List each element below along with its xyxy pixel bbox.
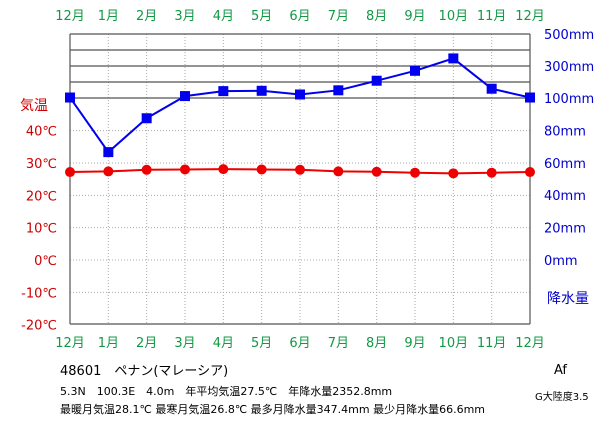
temperature-tick-labels: 40℃ 30℃ 20℃ 10℃ 0℃ -10℃ -20℃ xyxy=(21,125,57,334)
precipitation-tick-label: 60mm xyxy=(544,157,586,172)
precipitation-point xyxy=(410,65,420,76)
temperature-point xyxy=(371,166,382,177)
precipitation-point xyxy=(448,53,459,64)
climate-class: Af xyxy=(554,363,568,378)
month-label: 4月 xyxy=(213,9,234,24)
temperature-tick-label: -20℃ xyxy=(21,319,57,334)
month-label: 7月 xyxy=(328,336,349,351)
temperature-point xyxy=(448,168,459,179)
temperature-point xyxy=(103,166,114,177)
month-label: 8月 xyxy=(366,336,387,351)
temperature-axis-title: 気温 xyxy=(20,98,48,114)
month-label: 6月 xyxy=(289,9,310,24)
month-label: 2月 xyxy=(136,9,157,24)
precipitation-point xyxy=(256,85,267,96)
precipitation-point xyxy=(333,85,344,96)
precipitation-tick-label: 500mm xyxy=(544,28,594,43)
precipitation-point xyxy=(525,92,535,103)
temperature-tick-label: 10℃ xyxy=(26,222,57,237)
month-label: 9月 xyxy=(404,9,425,24)
precipitation-tick-label: 20mm xyxy=(544,222,586,237)
month-label: 5月 xyxy=(251,336,272,351)
continentality-index: G大陸度3.5 xyxy=(535,392,589,403)
precipitation-point xyxy=(141,113,152,124)
month-label: 1月 xyxy=(98,336,119,351)
temperature-point xyxy=(256,164,267,175)
precipitation-series xyxy=(65,53,535,158)
precipitation-point xyxy=(180,91,190,102)
month-label: 12月 xyxy=(55,336,85,351)
precipitation-tick-label: 100mm xyxy=(544,92,594,107)
station-extremes: 最暖月気温28.1℃ 最寒月気温26.8℃ 最多月降水量347.4mm 最少月降… xyxy=(60,403,486,416)
temperature-tick-label: 20℃ xyxy=(26,189,57,204)
precipitation-point xyxy=(218,86,229,97)
precipitation-point xyxy=(371,75,382,86)
precipitation-tick-label: 80mm xyxy=(544,124,586,139)
month-label: 3月 xyxy=(174,9,195,24)
precipitation-tick-label: 40mm xyxy=(544,189,586,204)
month-label: 3月 xyxy=(174,336,195,351)
temperature-point xyxy=(333,166,344,177)
precipitation-point xyxy=(295,89,305,100)
month-label: 2月 xyxy=(136,336,157,351)
month-labels-top: 12月 1月 2月 3月 4月 5月 6月 7月 8月 9月 10月 11月 12月 xyxy=(55,9,545,24)
temperature-tick-label: -10℃ xyxy=(21,286,57,301)
temperature-point xyxy=(295,164,305,175)
month-label: 11月 xyxy=(477,9,507,24)
month-label: 12月 xyxy=(515,9,545,24)
temperature-point xyxy=(410,167,420,178)
month-label: 11月 xyxy=(477,336,507,351)
month-label: 10月 xyxy=(439,9,469,24)
month-label: 7月 xyxy=(328,9,349,24)
temperature-tick-label: 30℃ xyxy=(26,157,57,172)
temperature-tick-label: 0℃ xyxy=(34,254,57,269)
month-label: 12月 xyxy=(515,336,545,351)
month-label: 1月 xyxy=(98,9,119,24)
month-label: 9月 xyxy=(404,336,425,351)
month-labels-bottom: 12月 1月 2月 3月 4月 5月 6月 7月 8月 9月 10月 11月 12月 xyxy=(55,336,545,351)
month-label: 12月 xyxy=(55,9,85,24)
month-label: 6月 xyxy=(289,336,310,351)
temperature-point xyxy=(486,167,497,178)
month-label: 4月 xyxy=(213,336,234,351)
precipitation-point xyxy=(65,92,75,103)
grid xyxy=(70,33,530,324)
temperature-point xyxy=(65,167,75,178)
temperature-point xyxy=(180,164,190,175)
temperature-point xyxy=(525,167,535,178)
precipitation-line xyxy=(69,57,531,154)
temperature-point xyxy=(218,164,229,175)
temperature-point xyxy=(141,164,152,175)
precipitation-point xyxy=(103,147,114,158)
station-name: 48601 ペナン(マレーシア) xyxy=(60,364,229,379)
precipitation-axis-title: 降水量 xyxy=(547,291,589,307)
precipitation-tick-labels: 500mm 300mm 100mm 80mm 60mm 40mm 20mm 0mm xyxy=(544,28,594,269)
station-summary: 5.3N 100.3E 4.0m 年平均気温27.5℃ 年降水量2352.8mm xyxy=(60,385,393,398)
precipitation-point xyxy=(486,83,497,94)
temperature-series xyxy=(65,164,535,179)
month-label: 10月 xyxy=(439,336,469,351)
plot-frame xyxy=(69,34,531,325)
temperature-tick-label: 40℃ xyxy=(26,125,57,140)
precipitation-tick-label: 0mm xyxy=(544,254,578,269)
month-label: 8月 xyxy=(366,9,387,24)
precipitation-tick-label: 300mm xyxy=(544,60,594,75)
month-label: 5月 xyxy=(251,9,272,24)
